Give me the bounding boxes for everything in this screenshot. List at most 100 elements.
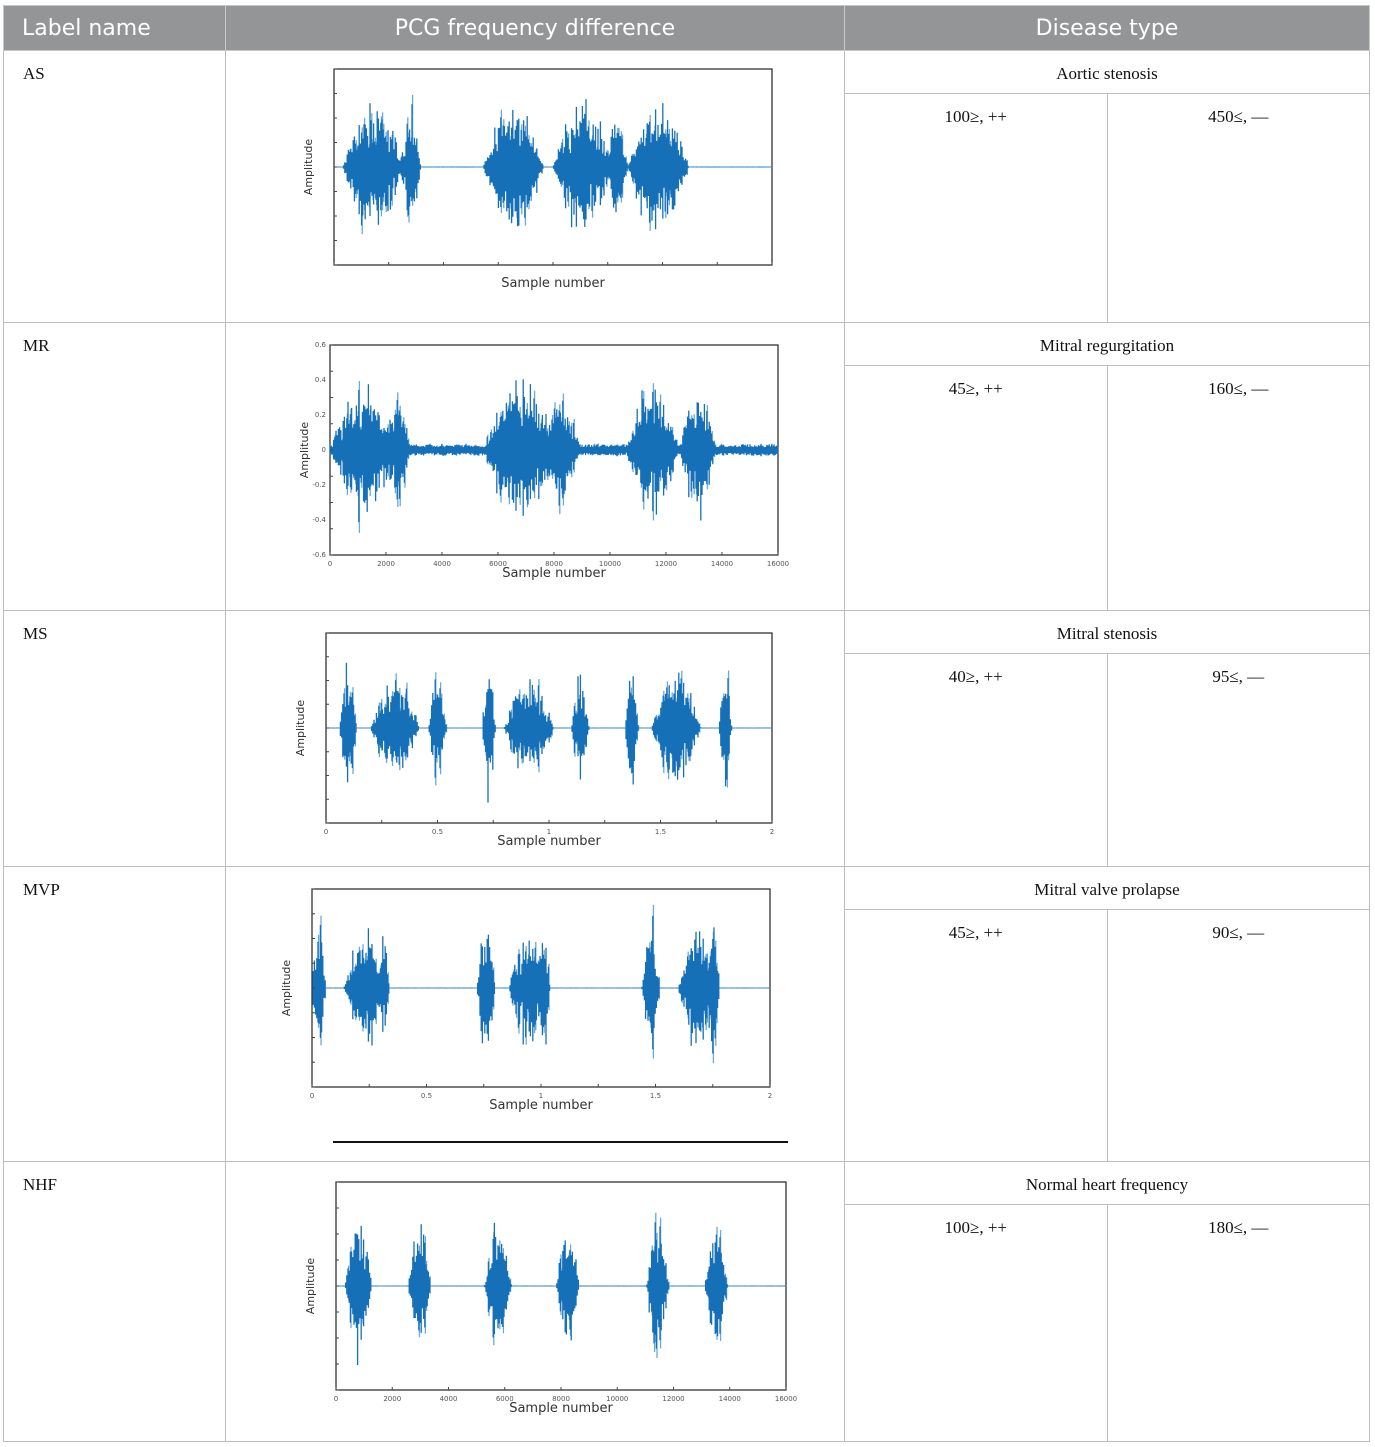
x-tick-label: 0	[310, 1092, 314, 1100]
disease-name: Mitral valve prolapse	[845, 867, 1369, 910]
high-frequency-value: 160≤, ––	[1106, 366, 1370, 610]
y-tick-label: -0.4	[312, 516, 326, 524]
table-row-ms: MS 0 0.5 1 1.5 2 Sample number Amplitude Mitra…	[3, 610, 1370, 867]
pcg-graph-cell: 0 0.5 1 1.5 2 Sample number Amplitude	[225, 610, 845, 867]
low-frequency-value: 45≥, ++	[948, 379, 1003, 398]
low-frequency-value: 100≥, ++	[944, 107, 1007, 126]
table-row-mvp: MVP 0 0.5 1 1.5 2 Sample number Amplitude Mitr…	[3, 866, 1370, 1162]
waveform-trace	[325, 662, 772, 803]
high-frequency-value: 90≤, ––	[1106, 910, 1370, 1161]
waveform	[329, 379, 779, 533]
y-tick-label: -0.6	[312, 551, 326, 559]
freq-subcells: 100≥, ++ 450≤, ––	[845, 94, 1369, 322]
x-axis-label: Sample number	[489, 1098, 593, 1113]
disease-cell: Mitral valve prolapse 45≥, ++ 90≤, ––	[844, 866, 1370, 1162]
y-tick-label: 0.2	[315, 411, 326, 419]
y-axis-label: Amplitude	[298, 422, 311, 479]
y-axis-label: Amplitude	[302, 139, 315, 196]
low-frequency-value: 40≥, ++	[948, 667, 1003, 686]
header-label-name: Label name	[3, 5, 226, 51]
table-row-as: AS Sample number Amplitude Aortic stenosi…	[3, 50, 1370, 323]
label-cell: MVP	[3, 866, 226, 1162]
low-frequency-value: 100≥, ++	[944, 1218, 1007, 1237]
x-axis-label: Sample number	[502, 566, 606, 581]
disease-name: Mitral regurgitation	[845, 323, 1369, 366]
pcg-waveform-ms: 0 0.5 1 1.5 2 Sample number Amplitude	[294, 632, 774, 849]
pcg-waveform-mr: 0 2000 4000 6000 8000 10000 12000 14000 16000 0.6…	[298, 341, 789, 581]
y-tick-label: 0.4	[315, 376, 327, 384]
x-tick-label: 16000	[775, 1395, 797, 1403]
waveform-trace	[333, 99, 773, 230]
x-tick-label: 8000	[552, 1395, 570, 1403]
disease-cell: Mitral regurgitation 45≥, ++ 160≤, ––	[844, 322, 1370, 611]
table-row-mr: MR 0 2000 4000 6000 8000 10000 12000 14000 16000…	[3, 322, 1370, 611]
x-tick-label: 6000	[489, 560, 507, 568]
x-tick-label: 2	[770, 828, 774, 836]
low-frequency-value: 45≥, ++	[948, 923, 1003, 942]
x-tick-label: 2	[768, 1092, 772, 1100]
x-tick-label: 0.5	[432, 828, 443, 836]
label-cell: MR	[3, 322, 226, 611]
x-tick-label: 1	[547, 828, 551, 836]
x-tick-label: 0	[328, 560, 332, 568]
disease-cell: Aortic stenosis 100≥, ++ 450≤, ––	[844, 50, 1370, 323]
y-tick-label: 0.6	[315, 341, 327, 349]
disease-name: Normal heart frequency	[845, 1162, 1369, 1205]
label-cell: MS	[3, 610, 226, 867]
pcg-graph-cell: Sample number Amplitude	[225, 50, 845, 323]
y-axis-label: Amplitude	[304, 1258, 317, 1315]
x-axis-label: Sample number	[509, 1401, 613, 1416]
x-tick-label: 2000	[383, 1395, 401, 1403]
header-pcg: PCG frequency difference	[225, 5, 845, 51]
x-tick-label: 1	[539, 1092, 543, 1100]
pcg-graph-cell: 0 2000 4000 6000 8000 10000 12000 14000 16000 Sam…	[225, 1161, 845, 1442]
label-cell: NHF	[3, 1161, 226, 1442]
high-frequency-value: 180≤, ––	[1106, 1205, 1370, 1441]
label-cell: AS	[3, 50, 226, 323]
x-tick-label: 10000	[599, 560, 621, 568]
x-tick-label: 2000	[377, 560, 395, 568]
x-tick-label: 4000	[440, 1395, 458, 1403]
freq-subcells: 100≥, ++ 180≤, ––	[845, 1205, 1369, 1441]
pcg-waveform-nhf: 0 2000 4000 6000 8000 10000 12000 14000 16000 Sam…	[304, 1181, 797, 1416]
disease-name: Mitral stenosis	[845, 611, 1369, 654]
table-row-nhf: NHF 0 2000 4000 6000 8000 10000 12000 14000 1600…	[3, 1161, 1370, 1442]
freq-subcells: 40≥, ++ 95≤, ––	[845, 654, 1369, 866]
x-tick-label: 14000	[711, 560, 733, 568]
disease-name: Aortic stenosis	[845, 51, 1369, 94]
freq-subcells: 45≥, ++ 90≤, ––	[845, 910, 1369, 1161]
x-tick-label: 10000	[606, 1395, 628, 1403]
waveform-trace	[311, 915, 770, 1054]
divider-line	[333, 1141, 788, 1143]
x-tick-label: 12000	[655, 560, 677, 568]
pcg-table: Label name PCG frequency difference Dise…	[3, 5, 1370, 1442]
x-tick-label: 8000	[545, 560, 563, 568]
high-frequency-value: 450≤, ––	[1106, 94, 1370, 322]
x-tick-label: 16000	[767, 560, 789, 568]
disease-cell: Normal heart frequency 100≥, ++ 180≤, ––	[844, 1161, 1370, 1442]
pcg-graph-cell: 0 2000 4000 6000 8000 10000 12000 14000 16000 0.6…	[225, 322, 845, 611]
y-tick-label: -0.2	[312, 481, 326, 489]
waveform	[333, 94, 774, 235]
high-frequency-value: 95≤, ––	[1106, 654, 1370, 866]
disease-cell: Mitral stenosis 40≥, ++ 95≤, ––	[844, 610, 1370, 867]
x-tick-label: 6000	[496, 1395, 514, 1403]
freq-subcells: 45≥, ++ 160≤, ––	[845, 366, 1369, 610]
x-tick-label: 14000	[719, 1395, 741, 1403]
waveform-trace	[329, 379, 779, 523]
x-axis-label: Sample number	[501, 276, 605, 291]
x-tick-label: 4000	[433, 560, 451, 568]
waveform	[325, 662, 772, 803]
x-tick-label: 0	[334, 1395, 338, 1403]
y-tick-label: 0	[322, 446, 326, 454]
pcg-waveform-as: Sample number Amplitude	[302, 68, 774, 291]
header-disease-type: Disease type	[844, 5, 1370, 51]
x-tick-label: 1.5	[655, 828, 666, 836]
x-tick-label: 0	[324, 828, 328, 836]
waveform-trace	[335, 1222, 787, 1365]
y-axis-label: Amplitude	[294, 700, 307, 757]
x-tick-label: 0.5	[421, 1092, 432, 1100]
waveform	[311, 904, 770, 1064]
header-row: Label name PCG frequency difference Dise…	[3, 5, 1370, 51]
waveform	[335, 1212, 787, 1365]
